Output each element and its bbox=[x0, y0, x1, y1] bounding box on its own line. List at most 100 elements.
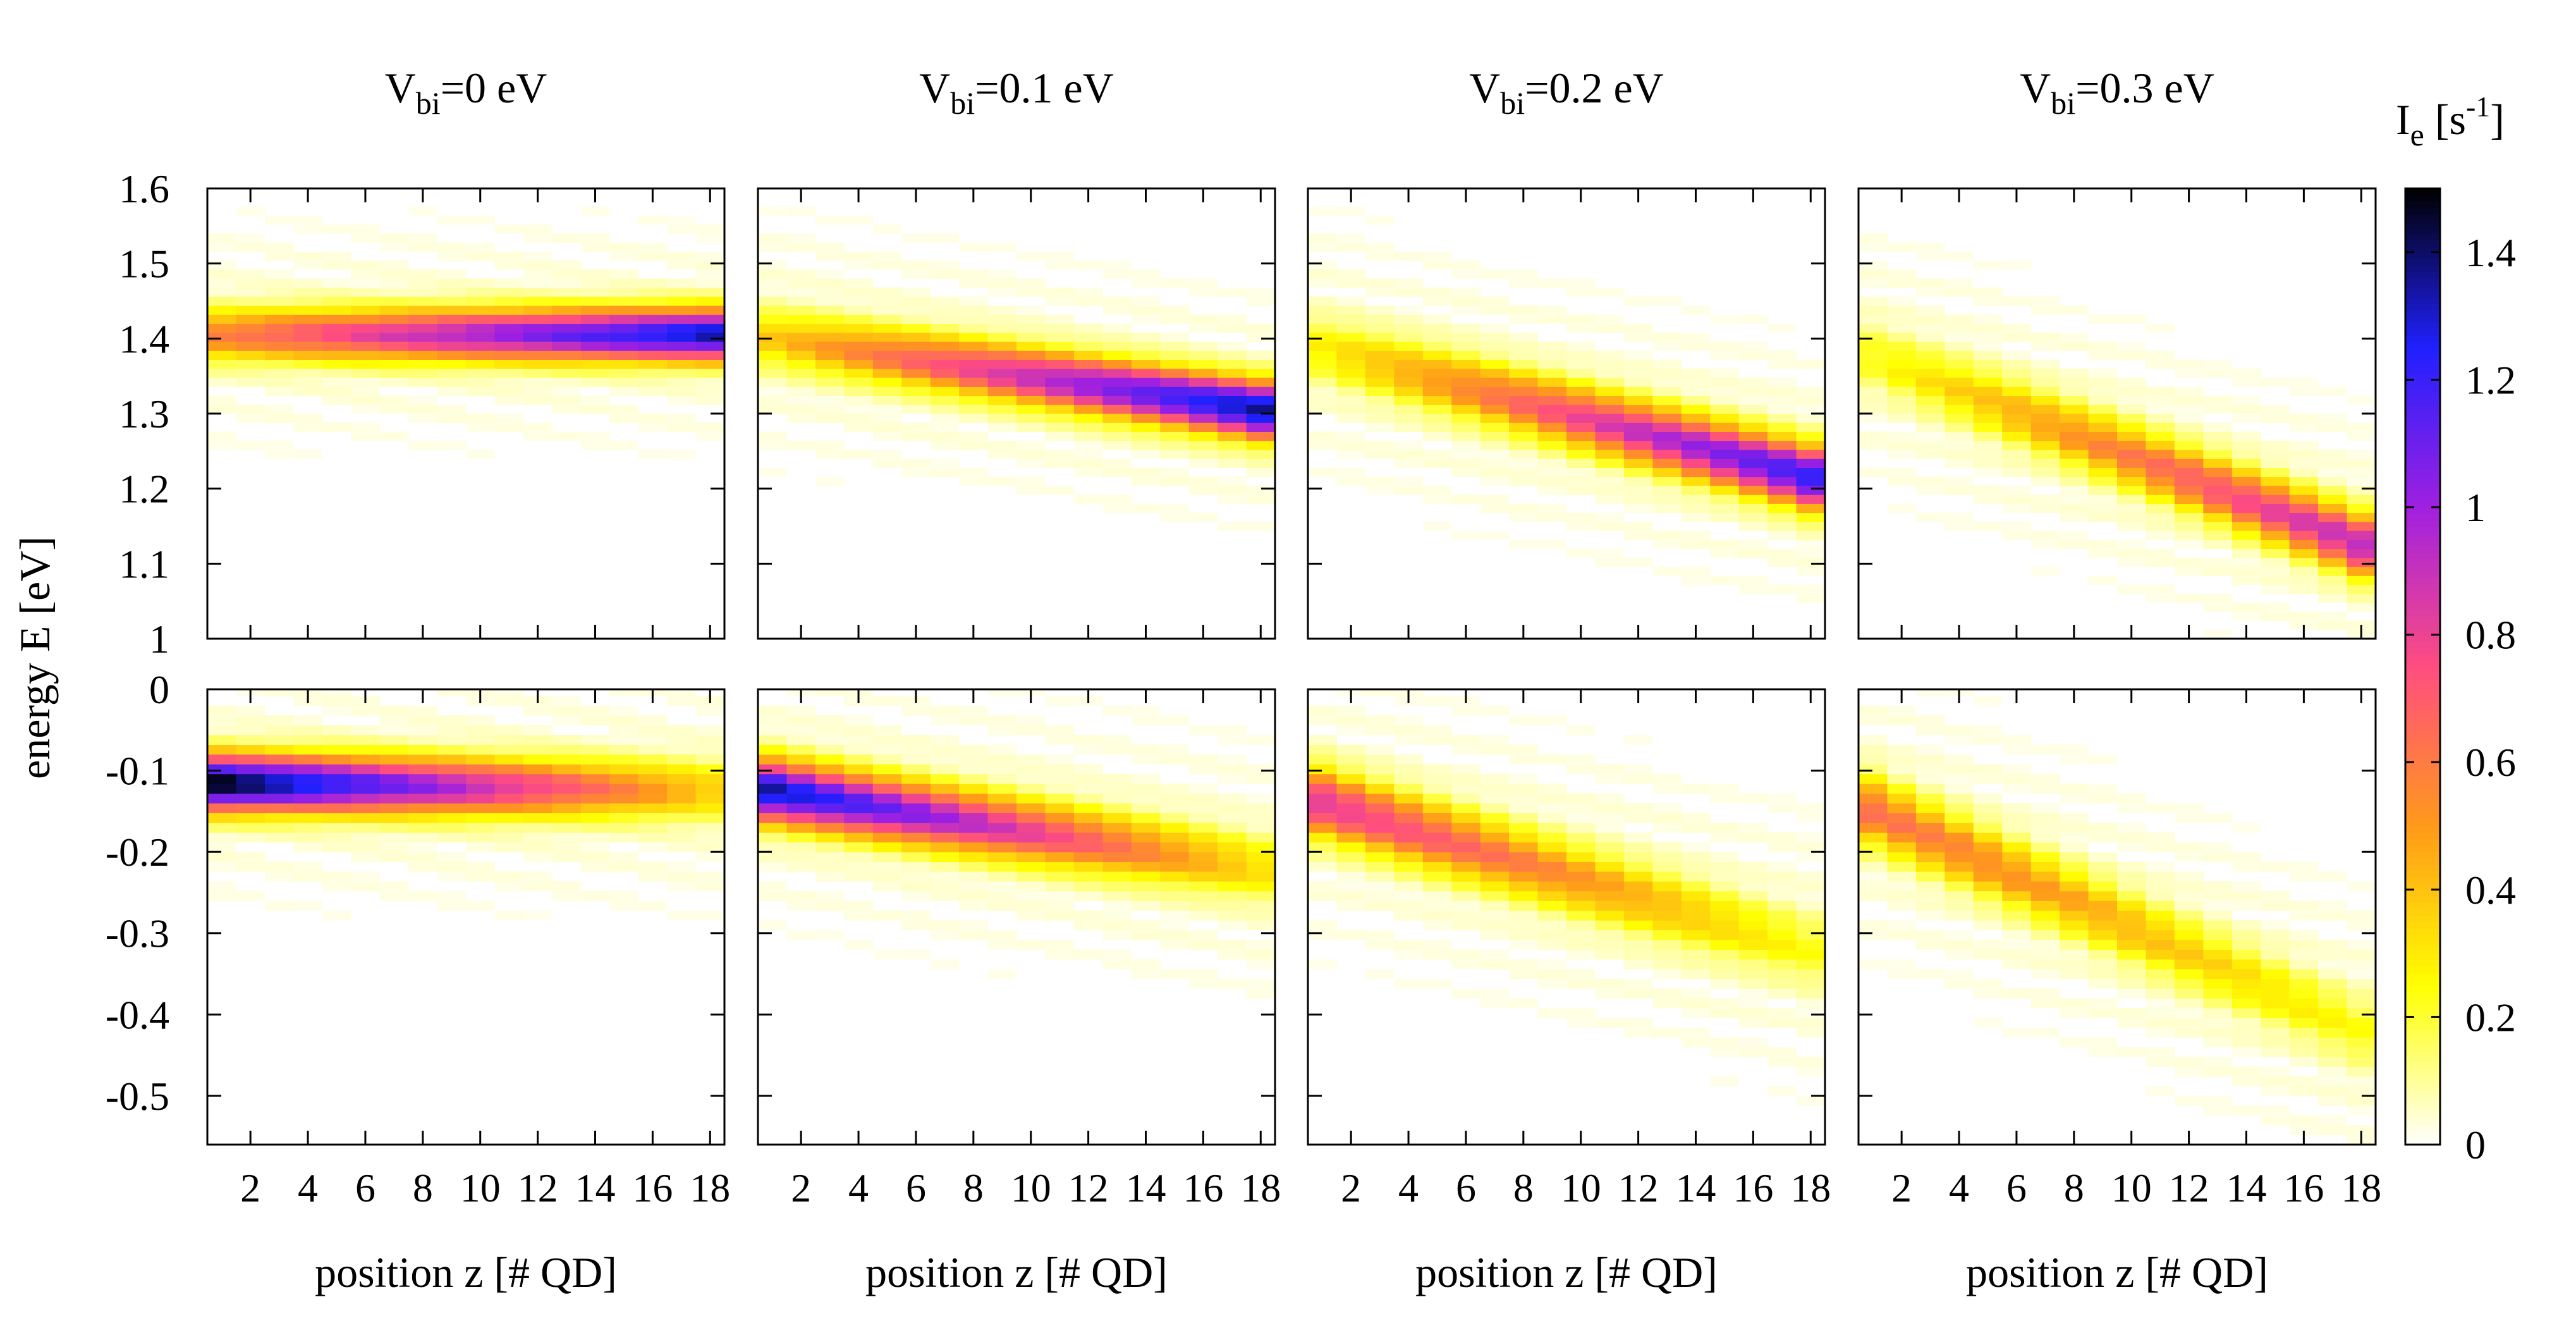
heatmap-cell bbox=[1623, 431, 1653, 441]
heatmap-cell bbox=[786, 735, 816, 745]
heatmap-cell bbox=[901, 332, 931, 342]
heatmap-cell bbox=[2231, 969, 2261, 980]
heatmap-cell bbox=[1016, 350, 1046, 360]
heatmap-cell bbox=[2060, 969, 2089, 980]
heatmap-cell bbox=[1509, 744, 1539, 755]
heatmap-cell bbox=[930, 871, 960, 882]
heatmap-cell bbox=[1710, 495, 1740, 504]
heatmap-cell bbox=[437, 332, 467, 342]
heatmap-cell bbox=[408, 764, 438, 775]
heatmap-cell bbox=[1796, 1018, 1825, 1028]
heatmap-cell bbox=[2174, 495, 2204, 504]
heatmap-cell bbox=[815, 822, 845, 833]
heatmap-cell bbox=[1887, 359, 1917, 369]
heatmap-cell bbox=[2203, 404, 2233, 414]
heatmap-cell bbox=[844, 341, 874, 351]
colorbar-segment bbox=[2405, 883, 2440, 890]
heatmap-cell bbox=[2289, 612, 2319, 622]
heatmap-cell bbox=[872, 803, 902, 813]
heatmap-cell bbox=[1796, 431, 1825, 441]
heatmap-cell bbox=[466, 861, 495, 872]
heatmap-cell bbox=[2261, 861, 2290, 872]
heatmap-cell bbox=[786, 296, 816, 306]
heatmap-cell bbox=[1365, 689, 1395, 696]
heatmap-cell bbox=[1681, 930, 1711, 940]
heatmap-cell bbox=[2088, 881, 2118, 892]
heatmap-cell bbox=[2289, 1057, 2319, 1067]
heatmap-cell bbox=[1859, 395, 1888, 405]
heatmap-cell bbox=[1738, 959, 1768, 969]
heatmap-cell bbox=[1308, 260, 1337, 270]
heatmap-cell bbox=[901, 422, 931, 432]
heatmap-cell bbox=[844, 910, 874, 921]
heatmap-cell bbox=[1102, 842, 1132, 852]
heatmap-cell bbox=[2030, 440, 2060, 450]
heatmap-cell bbox=[1652, 503, 1682, 513]
heatmap-cell bbox=[2146, 350, 2175, 360]
heatmap-cell bbox=[2002, 485, 2032, 495]
heatmap-cell bbox=[1131, 793, 1161, 804]
heatmap-cell bbox=[638, 242, 668, 252]
heatmap-cell bbox=[1537, 458, 1567, 468]
heatmap-cell bbox=[2060, 1037, 2089, 1048]
heatmap-cell bbox=[2002, 296, 2032, 306]
heatmap-cell bbox=[758, 784, 787, 794]
heatmap-cell bbox=[1915, 422, 1945, 432]
heatmap-cell bbox=[1710, 940, 1740, 950]
heatmap-cell bbox=[236, 242, 266, 252]
heatmap-cell bbox=[1422, 323, 1452, 333]
colorbar-segment bbox=[2405, 634, 2440, 642]
heatmap-cell bbox=[1710, 978, 1740, 989]
heatmap-cell bbox=[408, 269, 438, 279]
heatmap-cell bbox=[638, 215, 668, 225]
heatmap-cell bbox=[2289, 1115, 2319, 1126]
heatmap-cell bbox=[815, 269, 845, 279]
heatmap-cell bbox=[207, 705, 236, 716]
heatmap-cell bbox=[1738, 485, 1768, 495]
heatmap-cell bbox=[264, 414, 294, 423]
heatmap-cell bbox=[1796, 1066, 1825, 1077]
heatmap-cell bbox=[1681, 852, 1711, 863]
heatmap-cell bbox=[1509, 773, 1539, 784]
heatmap-cell bbox=[1246, 414, 1275, 423]
heatmap-cell bbox=[322, 764, 351, 775]
heatmap-cell bbox=[1509, 852, 1539, 863]
heatmap-cell bbox=[901, 784, 931, 794]
heatmap-cell bbox=[2117, 404, 2146, 414]
heatmap-cell bbox=[1045, 940, 1075, 950]
heatmap-cell bbox=[2289, 969, 2319, 980]
colorbar-segment bbox=[2405, 915, 2440, 922]
heatmap-cell bbox=[1767, 467, 1797, 477]
heatmap-cell bbox=[1681, 1027, 1711, 1038]
heatmap-cell bbox=[959, 901, 989, 911]
heatmap-cell bbox=[1859, 233, 1888, 243]
heatmap-cell bbox=[1595, 803, 1625, 813]
heatmap-cells bbox=[1859, 233, 2376, 639]
heatmap-cell bbox=[1566, 314, 1596, 324]
heatmap-cell bbox=[2347, 584, 2376, 594]
x-tick-label: 2 bbox=[240, 1165, 260, 1210]
heatmap-cell bbox=[2231, 414, 2261, 423]
heatmap-cell bbox=[1480, 431, 1510, 441]
heatmap-cell bbox=[1859, 793, 1888, 804]
heatmap-cell bbox=[844, 813, 874, 823]
heatmap-cell bbox=[1796, 414, 1825, 423]
heatmap-cell bbox=[2117, 440, 2146, 450]
heatmap-cell bbox=[1537, 368, 1567, 378]
heatmap-cell bbox=[1365, 378, 1395, 387]
heatmap-cell bbox=[2174, 959, 2204, 969]
heatmap-cell bbox=[1308, 359, 1337, 369]
heatmap-cell bbox=[523, 305, 552, 315]
heatmap-cell bbox=[580, 793, 610, 804]
heatmap-cell bbox=[2203, 920, 2233, 931]
plot-frame bbox=[1307, 688, 1826, 1146]
heatmap-cell bbox=[2174, 930, 2204, 940]
heatmap-cell bbox=[1102, 705, 1132, 716]
heatmap-cell bbox=[901, 323, 931, 333]
heatmap-cell bbox=[758, 822, 787, 833]
heatmap-cell bbox=[2231, 603, 2261, 612]
heatmap-cell bbox=[1710, 404, 1740, 414]
heatmap-cell bbox=[2117, 861, 2146, 872]
heatmap-cell bbox=[2117, 485, 2146, 495]
heatmap-cell bbox=[437, 871, 467, 882]
